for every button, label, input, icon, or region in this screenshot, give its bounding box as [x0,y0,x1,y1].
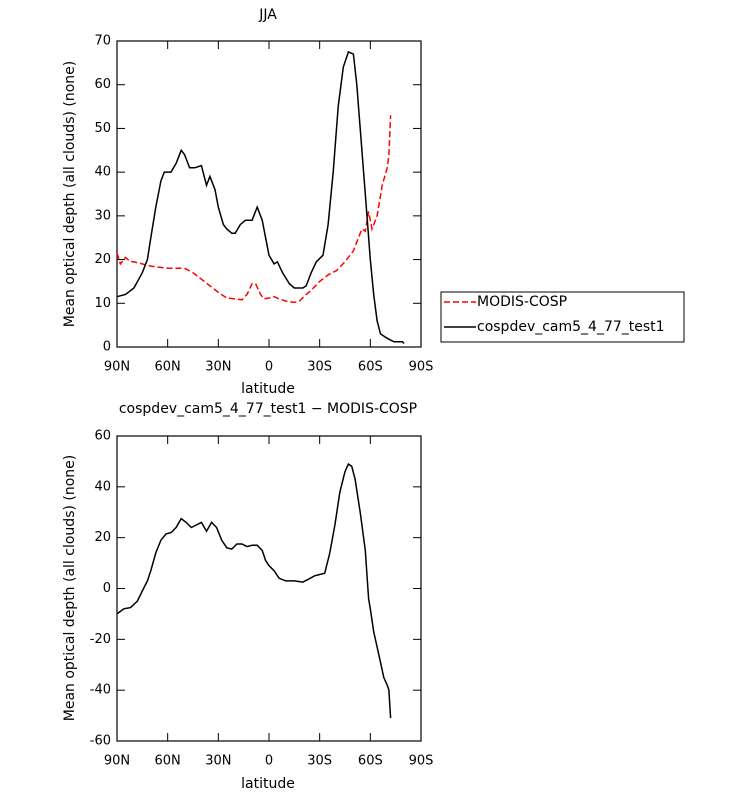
x-tick-label: 60N [155,754,181,769]
chart-title: cospdev_cam5_4_77_test1 − MODIS-COSP [119,401,417,417]
legend-label: MODIS-COSP [477,294,567,310]
y-tick-label: -60 [90,734,111,749]
series-line [116,115,392,304]
y-tick-label: 20 [94,252,111,267]
legend-label: cospdev_cam5_4_77_test1 [477,319,665,335]
y-tick-label: -40 [90,683,111,698]
x-tick-label: 0 [265,360,273,375]
x-axis-label: latitude [241,776,295,792]
x-tick-label: 90S [409,754,434,769]
x-tick-label: 60S [358,360,383,375]
x-tick-label: 90S [409,360,434,375]
y-tick-label: 60 [94,77,111,92]
y-tick-label: 10 [94,296,111,311]
y-axis-label: Mean optical depth (all clouds) (none) [62,61,78,327]
y-tick-label: 40 [94,479,111,494]
x-tick-label: 90N [104,754,130,769]
y-axis-label: Mean optical depth (all clouds) (none) [62,455,78,721]
x-tick-label: 30N [205,754,231,769]
y-tick-label: -20 [90,632,111,647]
legend-box [440,291,685,343]
x-tick-label: 30N [205,360,231,375]
x-tick-label: 30S [307,754,332,769]
y-tick-label: 40 [94,165,111,180]
x-axis-label: latitude [241,381,295,397]
series-line [116,50,405,345]
chart-title: JJA [258,7,277,23]
y-tick-label: 70 [94,34,111,49]
y-tick-label: 30 [94,208,111,223]
x-tick-label: 60N [155,360,181,375]
y-tick-label: 60 [94,429,111,444]
x-tick-label: 60S [358,754,383,769]
series-line [116,462,392,719]
plot-frame [116,40,422,348]
y-tick-label: 20 [94,530,111,545]
x-tick-label: 90N [104,360,130,375]
y-tick-label: 0 [103,581,111,596]
y-tick-label: 0 [103,340,111,355]
plot-frame [116,435,422,742]
x-tick-label: 0 [265,754,273,769]
x-tick-label: 30S [307,360,332,375]
y-tick-label: 50 [94,121,111,136]
